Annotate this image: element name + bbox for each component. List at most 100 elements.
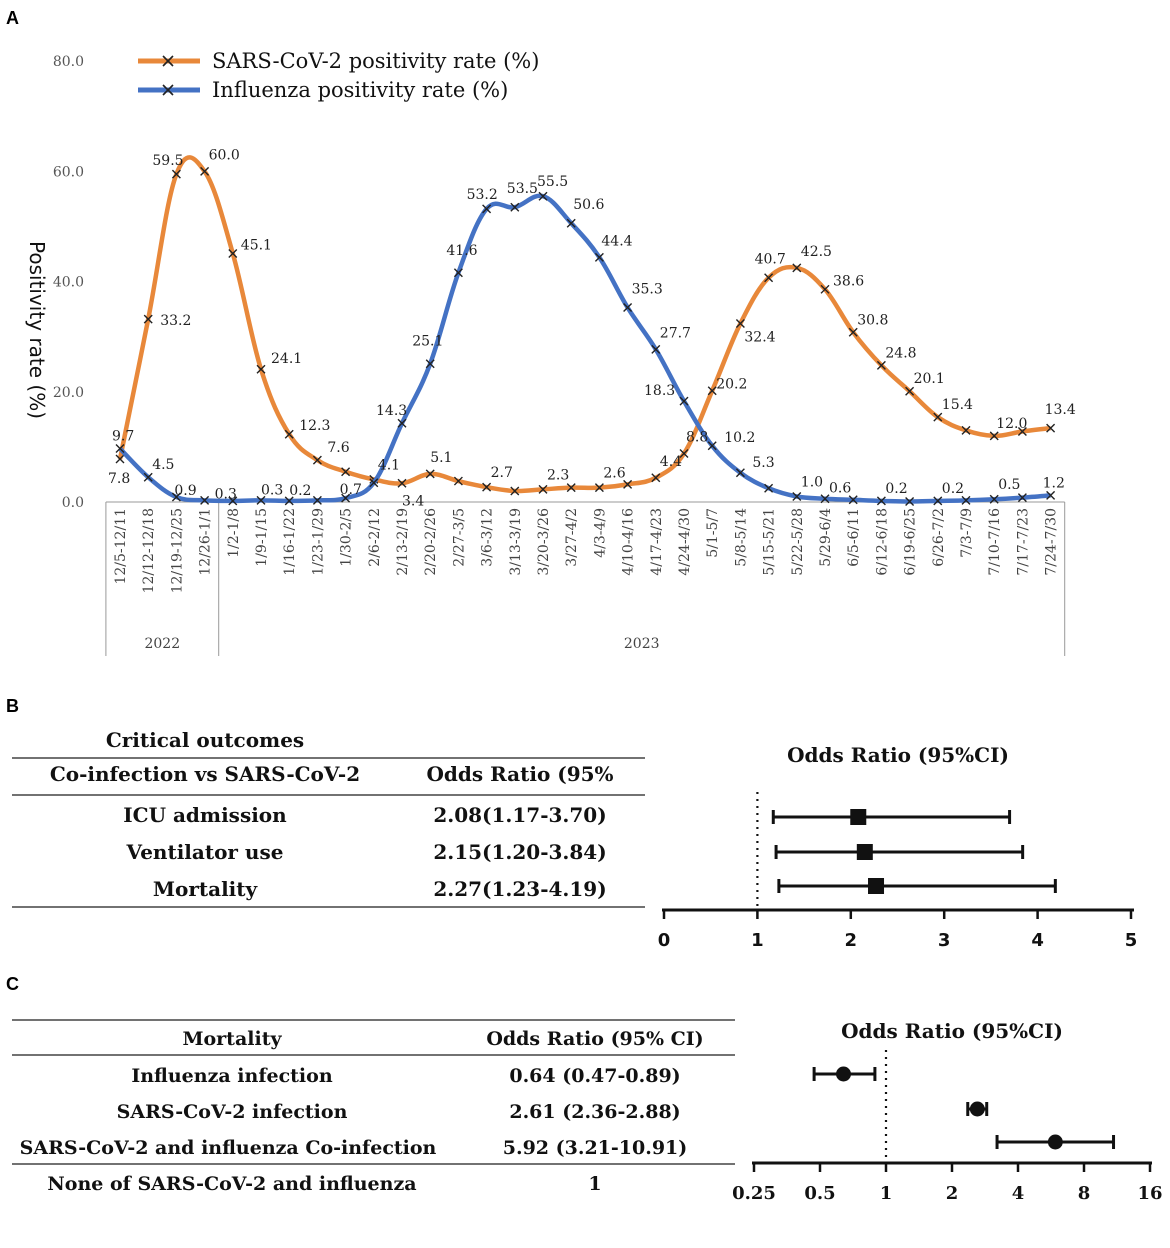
sars-point-marker [707,386,717,396]
sars-data-label: 13.4 [1045,402,1076,418]
flu-point-marker [538,191,548,201]
flu-data-label: 14.3 [376,403,407,419]
forest-c-title: Odds Ratio (95%CI) [841,1019,1063,1043]
or-point [1047,1134,1063,1150]
x-tick-label: 3/6-3/12 [480,508,496,567]
forest-b-title: Odds Ratio (95%CI) [787,743,1009,767]
flu-point-marker [623,303,633,312]
panel-a-line-chart: 0.020.040.060.080.0 2022 2023 12/5-12/11 1… [25,49,1076,656]
sars-point-marker [397,478,407,488]
sars-data-label: 24.1 [271,351,302,367]
data-labels: 7.8 33.2 59.5 60.0 45.1 24.1 12.3 7.6 4.1 3.4 5.1 2… [108,147,1076,509]
flu-point-marker [820,494,830,504]
x-tick-label: 2/6-2/12 [367,508,383,567]
flu-data-label: 0.3 [215,486,237,502]
flu-point-marker [341,493,351,503]
table-c-row-label: SARS-CoV-2 infection [117,1101,348,1123]
sars-data-label: 2.6 [603,466,625,482]
x-tick-label: 5/8-5/14 [733,508,749,567]
forest-tick-label: 2 [946,1183,959,1204]
legend-flu-marker [162,84,174,96]
x-tick-label: 7/17-7/23 [1015,508,1031,576]
table-b-row-label: ICU admission [123,803,287,827]
sars-data-label: 4.1 [378,457,400,473]
or-point [850,809,867,825]
influenza-line [118,193,1051,504]
forest-tick-label: 5 [1125,930,1138,951]
flu-point-marker [905,496,915,506]
flu-point-marker [200,495,210,505]
or-point [836,1066,852,1082]
table-c-row-label: Influenza infection [131,1065,332,1087]
group-label: 2023 [624,636,660,652]
x-tick-label: 5/15-5/21 [762,508,778,576]
sars-point-marker [679,449,689,459]
sars-point-marker [453,476,463,486]
x-tick-label: 6/5-6/11 [846,508,862,567]
sars-data-label: 30.8 [857,312,888,328]
x-tick-label: 5/22-5/28 [790,508,806,576]
x-tick-label: 7/3-7/9 [959,508,975,558]
sars-point-marker [284,429,294,439]
flu-data-label: 0.9 [174,483,196,499]
flu-point-marker [256,495,266,505]
sars-data-label: 20.1 [914,371,945,387]
sars-data-label: 33.2 [160,313,191,329]
table-c-header-col1: Mortality [182,1028,282,1050]
forest-tick-label: 8 [1078,1183,1091,1204]
flu-point-marker [848,495,858,505]
x-tick-label: 12/12-12/18 [141,508,157,593]
flu-point-marker [510,202,520,212]
x-tick-label: 2/13-2/19 [395,508,411,576]
flu-point-marker [735,468,745,478]
panel-label-a: A [6,8,19,28]
sars-point-marker [876,360,886,370]
x-tick-label: 12/19-12/25 [169,508,185,593]
panel-b-table-forest: Critical outcomes Co-infection vs SARS-C… [12,728,1137,951]
x-tick-label: 4/3-4/9 [592,508,608,558]
sars-point-marker [820,284,830,294]
flu-data-label: 0.2 [289,483,311,499]
sars-point-marker [538,484,548,494]
sars-point-marker [735,318,745,328]
flu-point-marker [566,218,576,228]
table-b-row-value: 2.15(1.20-3.84) [433,840,606,864]
flu-point-marker [425,359,435,369]
forest-tick-label: 3 [938,930,951,951]
sars-point-marker [961,425,971,435]
sars-data-label: 45.1 [241,237,272,253]
sars-point-marker [989,431,999,441]
forest-tick-label: 0.25 [732,1183,776,1204]
x-tick-label: 6/19-6/25 [903,508,919,576]
flu-data-label: 0.2 [942,481,964,497]
panel-c-table-forest: Mortality Odds Ratio (95% CI) Influenza … [12,1019,1163,1204]
flu-data-label: 27.7 [660,325,691,341]
sars-data-label: 5.1 [430,450,452,466]
table-b-row-label: Ventilator use [126,840,284,864]
sars-data-label: 12.0 [996,416,1027,432]
flu-data-label: 53.5 [507,181,538,197]
or-point [969,1101,985,1117]
flu-point-marker [764,483,774,493]
table-b-row-value: 2.27(1.23-4.19) [433,877,606,901]
y-tick-label: 40.0 [53,275,84,291]
x-tick-label: 4/24-4/30 [677,508,693,576]
x-tick-label: 6/12-6/18 [874,508,890,576]
sars-point-marker [1046,423,1056,433]
sars-data-label: 20.2 [716,377,747,393]
flu-data-label: 4.5 [152,457,174,473]
flu-point-marker [228,496,238,506]
x-tick-label: 3/13-3/19 [508,508,524,576]
sars-point-marker [510,486,520,496]
x-tick-label: 2/27-3/5 [451,508,467,567]
x-tick-label: 4/10-4/16 [621,508,637,576]
flu-data-label: 1.0 [801,474,823,490]
sars-point-marker [341,467,351,477]
flu-data-label: 1.2 [1043,475,1065,491]
flu-point-marker [482,204,492,214]
x-axis: 2022 2023 [105,501,1066,656]
flu-point-marker [453,268,463,278]
x-tick-label: 1/16-1/22 [282,508,298,576]
flu-point-marker [284,496,294,506]
sars-point-marker [566,483,576,493]
